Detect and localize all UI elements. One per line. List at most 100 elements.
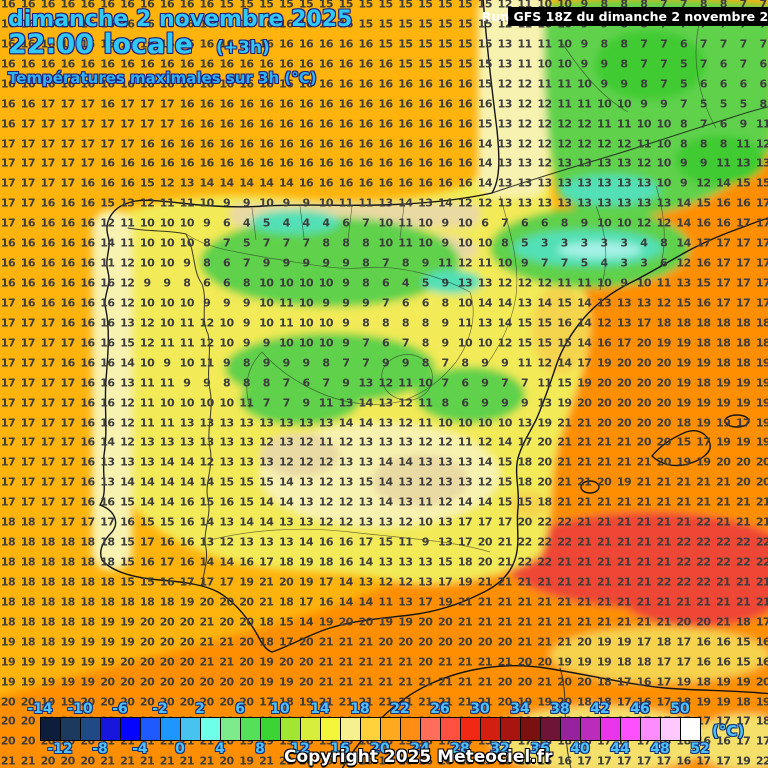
grid-temperature-value: 12 bbox=[378, 575, 393, 589]
grid-temperature-value: 10 bbox=[537, 57, 552, 71]
grid-temperature-value: 20 bbox=[139, 635, 155, 649]
grid-temperature-value: 7 bbox=[501, 376, 509, 390]
grid-temperature-value: 18 bbox=[596, 675, 612, 689]
grid-temperature-value: 3 bbox=[640, 256, 648, 270]
grid-temperature-value: 21 bbox=[318, 675, 334, 689]
grid-temperature-value: 16 bbox=[398, 156, 413, 170]
grid-temperature-value: 17 bbox=[716, 256, 731, 270]
grid-temperature-value: 13 bbox=[557, 196, 572, 210]
grid-temperature-value: 16 bbox=[418, 754, 433, 768]
grid-temperature-value: 21 bbox=[199, 655, 215, 669]
grid-temperature-value: 20 bbox=[557, 695, 572, 709]
grid-temperature-value: 21 bbox=[477, 695, 493, 709]
grid-temperature-value: 21 bbox=[636, 595, 652, 609]
grid-temperature-value: 16 bbox=[318, 37, 334, 51]
grid-temperature-value: 15 bbox=[497, 455, 513, 469]
grid-temperature-value: 16 bbox=[279, 97, 294, 111]
grid-temperature-value: 15 bbox=[517, 316, 532, 330]
grid-temperature-value: 13 bbox=[378, 396, 393, 410]
grid-temperature-value: 16 bbox=[80, 57, 95, 71]
scale-color-cell bbox=[221, 718, 241, 740]
grid-temperature-value: 13 bbox=[577, 176, 592, 190]
grid-temperature-value: 20 bbox=[616, 356, 632, 370]
grid-temperature-value: 12 bbox=[596, 316, 612, 330]
grid-temperature-value: 15 bbox=[358, 17, 374, 31]
grid-temperature-value: 16 bbox=[80, 37, 95, 51]
grid-temperature-value: 12 bbox=[537, 97, 552, 111]
grid-temperature-value: 17 bbox=[60, 137, 75, 150]
grid-temperature-value: 16 bbox=[219, 17, 234, 31]
grid-temperature-value: 21 bbox=[616, 455, 632, 469]
grid-temperature-value: 12 bbox=[457, 256, 473, 270]
grid-temperature-value: 16 bbox=[159, 535, 175, 549]
grid-temperature-value: 16 bbox=[219, 156, 234, 170]
grid-temperature-value: 17 bbox=[139, 97, 155, 111]
grid-temperature-value: 19 bbox=[259, 655, 274, 669]
grid-temperature-value: 12 bbox=[120, 416, 135, 430]
grid-temperature-value: 21 bbox=[676, 595, 691, 609]
grid-temperature-value: 14 bbox=[199, 475, 215, 489]
grid-temperature-value: 16 bbox=[139, 57, 155, 71]
grid-temperature-value: 18 bbox=[537, 495, 552, 509]
grid-temperature-value: 22 bbox=[517, 555, 532, 569]
grid-temperature-value: 16 bbox=[60, 57, 75, 71]
grid-temperature-value: 21 bbox=[755, 595, 768, 609]
grid-temperature-value: 19 bbox=[239, 754, 254, 768]
grid-temperature-value: 15 bbox=[497, 475, 513, 489]
grid-temperature-value: 12 bbox=[279, 455, 294, 469]
scale-tick-label: 10 bbox=[270, 701, 290, 717]
grid-temperature-value: 18 bbox=[60, 555, 75, 569]
grid-temperature-value: 11 bbox=[159, 376, 175, 390]
grid-temperature-value: 19 bbox=[259, 675, 274, 689]
grid-temperature-value: 16 bbox=[199, 17, 215, 31]
grid-temperature-value: 8 bbox=[441, 296, 450, 310]
grid-temperature-value: 15 bbox=[418, 0, 433, 11]
grid-temperature-value: 16 bbox=[437, 77, 453, 91]
grid-temperature-value: 10 bbox=[298, 276, 314, 290]
grid-temperature-value: 17 bbox=[676, 655, 691, 669]
grid-temperature-value: 19 bbox=[100, 635, 115, 649]
grid-temperature-value: 19 bbox=[676, 356, 691, 370]
grid-temperature-value: 21 bbox=[755, 495, 768, 509]
grid-temperature-value: 10 bbox=[656, 117, 672, 131]
grid-temperature-value: 17 bbox=[259, 695, 274, 709]
grid-temperature-value: 11 bbox=[596, 117, 612, 131]
grid-temperature-value: 20 bbox=[418, 635, 433, 649]
grid-temperature-value: 21 bbox=[20, 754, 36, 768]
grid-temperature-value: 18 bbox=[616, 655, 632, 669]
grid-temperature-value: 20 bbox=[80, 695, 95, 709]
grid-temperature-value: 17 bbox=[60, 475, 75, 489]
grid-temperature-value: 15 bbox=[139, 575, 155, 589]
grid-temperature-value: 19 bbox=[755, 396, 768, 410]
grid-temperature-value: 19 bbox=[0, 635, 16, 649]
grid-temperature-value: 21 bbox=[616, 535, 632, 549]
grid-temperature-value: 21 bbox=[437, 655, 453, 669]
grid-temperature-value: 8 bbox=[759, 97, 767, 111]
grid-temperature-value: 16 bbox=[0, 17, 16, 31]
grid-temperature-value: 13 bbox=[139, 455, 155, 469]
grid-temperature-value: 15 bbox=[120, 495, 135, 509]
grid-temperature-value: 11 bbox=[239, 396, 254, 410]
grid-temperature-value: 19 bbox=[398, 615, 413, 629]
grid-temperature-value: 3 bbox=[540, 236, 549, 250]
grid-temperature-value: 16 bbox=[279, 117, 294, 131]
grid-temperature-value: 19 bbox=[298, 555, 314, 569]
grid-temperature-value: 21 bbox=[318, 635, 334, 649]
scale-color-cell bbox=[421, 718, 441, 740]
grid-temperature-value: 18 bbox=[716, 316, 731, 330]
grid-temperature-value: 13 bbox=[378, 555, 393, 569]
grid-temperature-value: 21 bbox=[596, 555, 612, 569]
grid-temperature-value: 7 bbox=[381, 256, 390, 270]
grid-temperature-value: 14 bbox=[159, 455, 175, 469]
grid-temperature-value: 9 bbox=[322, 256, 330, 270]
grid-temperature-value: 16 bbox=[279, 57, 294, 71]
scale-tick-label: 32 bbox=[490, 741, 510, 757]
grid-temperature-value: 16 bbox=[457, 754, 473, 768]
grid-temperature-value: 15 bbox=[338, 0, 354, 11]
grid-temperature-value: 13 bbox=[577, 196, 592, 210]
grid-temperature-value: 17 bbox=[20, 396, 36, 410]
grid-temperature-value: 7 bbox=[640, 57, 648, 71]
grid-temperature-value: 17 bbox=[60, 336, 75, 350]
grid-temperature-value: 20 bbox=[656, 455, 672, 469]
grid-temperature-value: 20 bbox=[199, 695, 215, 709]
